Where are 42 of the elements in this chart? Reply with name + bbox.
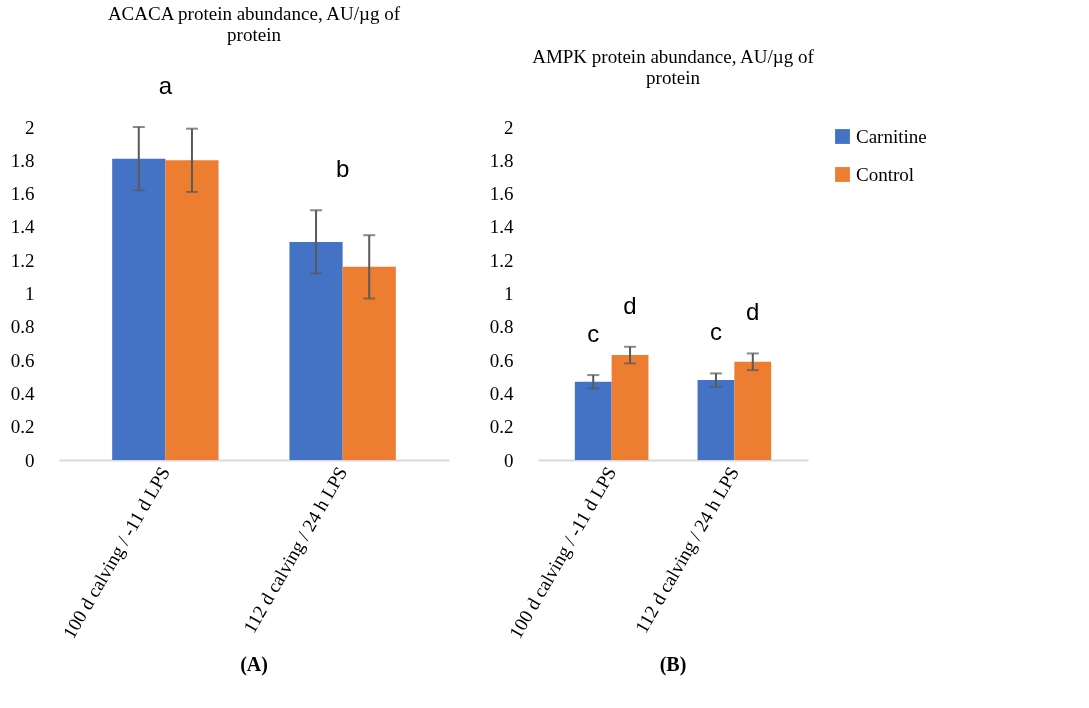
chart-title: ACACA protein abundance, AU/µg of protein [107, 3, 401, 45]
y-tick-label: 0 [504, 449, 514, 471]
y-tick-label: 1.8 [489, 149, 514, 171]
annotation: c [587, 320, 600, 348]
y-tick-label: 1.4 [489, 216, 514, 238]
bar [697, 380, 735, 460]
annotation: d [746, 298, 760, 326]
bar [611, 355, 649, 460]
bar [165, 160, 219, 460]
y-tick-label: 0 [25, 449, 35, 471]
bar [342, 266, 396, 460]
y-tick-label: 1.4 [10, 216, 35, 238]
y-tick-label: 0.4 [10, 382, 35, 404]
y-tick-label: 0.6 [10, 349, 35, 371]
bar [112, 158, 166, 460]
text: a [158, 72, 173, 99]
y-tick-label: 1.2 [489, 249, 514, 271]
text: (B) [659, 653, 687, 676]
y-tick-label: 1.2 [10, 249, 35, 271]
y-tick-label: 0.8 [10, 316, 35, 338]
bar [289, 241, 343, 460]
legend-label: Carnitine [856, 125, 927, 147]
y-tick-label: 0.2 [489, 416, 514, 438]
bar [574, 381, 612, 460]
y-tick-label: 1.6 [10, 183, 35, 205]
legend-label: Control [856, 163, 915, 185]
y-tick-label: 1 [25, 283, 35, 304]
y-tick-label: 2 [25, 116, 35, 138]
y-tick-label: 0.8 [489, 316, 514, 338]
y-tick-label: 1 [504, 283, 514, 304]
y-tick-label: 0.4 [489, 382, 514, 404]
text: (A) [240, 653, 268, 676]
chart-title: AMPK protein abundance, AU/µg of protein [532, 46, 815, 88]
annotation: d [623, 291, 637, 319]
y-tick-label: 0.6 [489, 349, 514, 371]
annotation: b [335, 155, 350, 183]
y-tick-label: 1.6 [489, 183, 514, 205]
y-tick-label: 2 [504, 116, 514, 138]
bar [734, 361, 772, 460]
y-tick-label: 0.2 [10, 416, 35, 438]
annotation: c [709, 318, 722, 346]
y-tick-label: 1.8 [10, 149, 35, 171]
